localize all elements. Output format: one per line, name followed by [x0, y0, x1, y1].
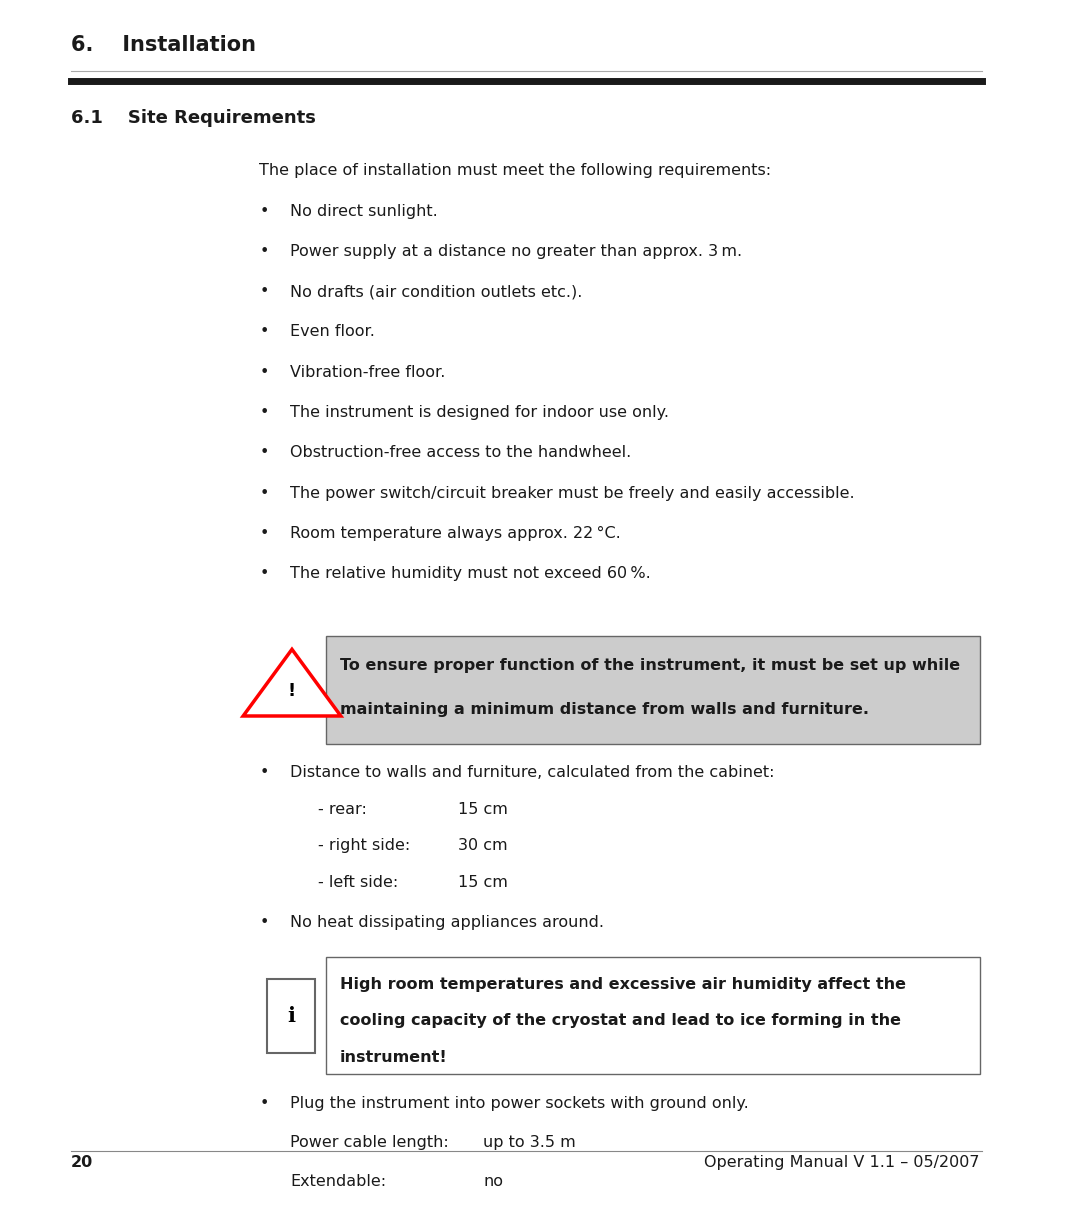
Text: maintaining a minimum distance from walls and furniture.: maintaining a minimum distance from wall…	[340, 702, 868, 717]
Text: The instrument is designed for indoor use only.: The instrument is designed for indoor us…	[289, 405, 669, 420]
Text: •: •	[259, 244, 269, 259]
Text: Extendable:: Extendable:	[289, 1175, 386, 1189]
Text: •: •	[259, 446, 269, 460]
Text: •: •	[259, 567, 269, 581]
Text: •: •	[259, 405, 269, 420]
Text: no: no	[483, 1175, 503, 1189]
Text: Room temperature always approx. 22 °C.: Room temperature always approx. 22 °C.	[289, 526, 621, 541]
Text: Power supply at a distance no greater than approx. 3 m.: Power supply at a distance no greater th…	[289, 244, 742, 259]
Text: Operating Manual V 1.1 – 05/2007: Operating Manual V 1.1 – 05/2007	[704, 1155, 980, 1170]
Text: •: •	[259, 284, 269, 299]
Text: Power cable length:: Power cable length:	[289, 1136, 448, 1150]
FancyBboxPatch shape	[325, 636, 980, 744]
Text: Obstruction-free access to the handwheel.: Obstruction-free access to the handwheel…	[289, 446, 631, 460]
Text: No heat dissipating appliances around.: No heat dissipating appliances around.	[289, 916, 604, 930]
Text: No drafts (air condition outlets etc.).: No drafts (air condition outlets etc.).	[289, 284, 582, 299]
Text: •: •	[259, 1096, 269, 1111]
Polygon shape	[243, 650, 341, 716]
Text: •: •	[259, 766, 269, 780]
Text: •: •	[259, 486, 269, 501]
Text: •: •	[259, 365, 269, 380]
Text: Vibration-free floor.: Vibration-free floor.	[289, 365, 445, 380]
Text: •: •	[259, 526, 269, 541]
Text: 15 cm: 15 cm	[458, 802, 508, 817]
Text: 30 cm: 30 cm	[458, 839, 508, 853]
Text: - rear:: - rear:	[319, 802, 367, 817]
Text: No direct sunlight.: No direct sunlight.	[289, 204, 437, 219]
Text: 6.    Installation: 6. Installation	[71, 35, 256, 55]
Text: up to 3.5 m: up to 3.5 m	[483, 1136, 576, 1150]
Text: To ensure proper function of the instrument, it must be set up while: To ensure proper function of the instrum…	[340, 658, 960, 673]
Text: Plug the instrument into power sockets with ground only.: Plug the instrument into power sockets w…	[289, 1096, 748, 1111]
Text: •: •	[259, 325, 269, 339]
Text: •: •	[259, 204, 269, 219]
Text: Distance to walls and furniture, calculated from the cabinet:: Distance to walls and furniture, calcula…	[289, 766, 774, 780]
Text: cooling capacity of the cryostat and lead to ice forming in the: cooling capacity of the cryostat and lea…	[340, 1013, 901, 1028]
Text: 15 cm: 15 cm	[458, 875, 508, 890]
Text: The power switch/circuit breaker must be freely and easily accessible.: The power switch/circuit breaker must be…	[289, 486, 854, 501]
Text: i: i	[287, 1006, 295, 1026]
Text: High room temperatures and excessive air humidity affect the: High room temperatures and excessive air…	[340, 977, 906, 991]
FancyBboxPatch shape	[325, 957, 980, 1074]
Text: •: •	[259, 916, 269, 930]
Text: instrument!: instrument!	[340, 1050, 447, 1065]
Text: - left side:: - left side:	[319, 875, 399, 890]
Text: 6.1    Site Requirements: 6.1 Site Requirements	[71, 109, 316, 127]
Text: - right side:: - right side:	[319, 839, 410, 853]
Text: The relative humidity must not exceed 60 %.: The relative humidity must not exceed 60…	[289, 567, 650, 581]
FancyBboxPatch shape	[267, 979, 315, 1053]
Text: The place of installation must meet the following requirements:: The place of installation must meet the …	[259, 164, 771, 178]
Text: 20: 20	[71, 1155, 94, 1170]
Text: Even floor.: Even floor.	[289, 325, 375, 339]
Text: !: !	[288, 683, 296, 700]
